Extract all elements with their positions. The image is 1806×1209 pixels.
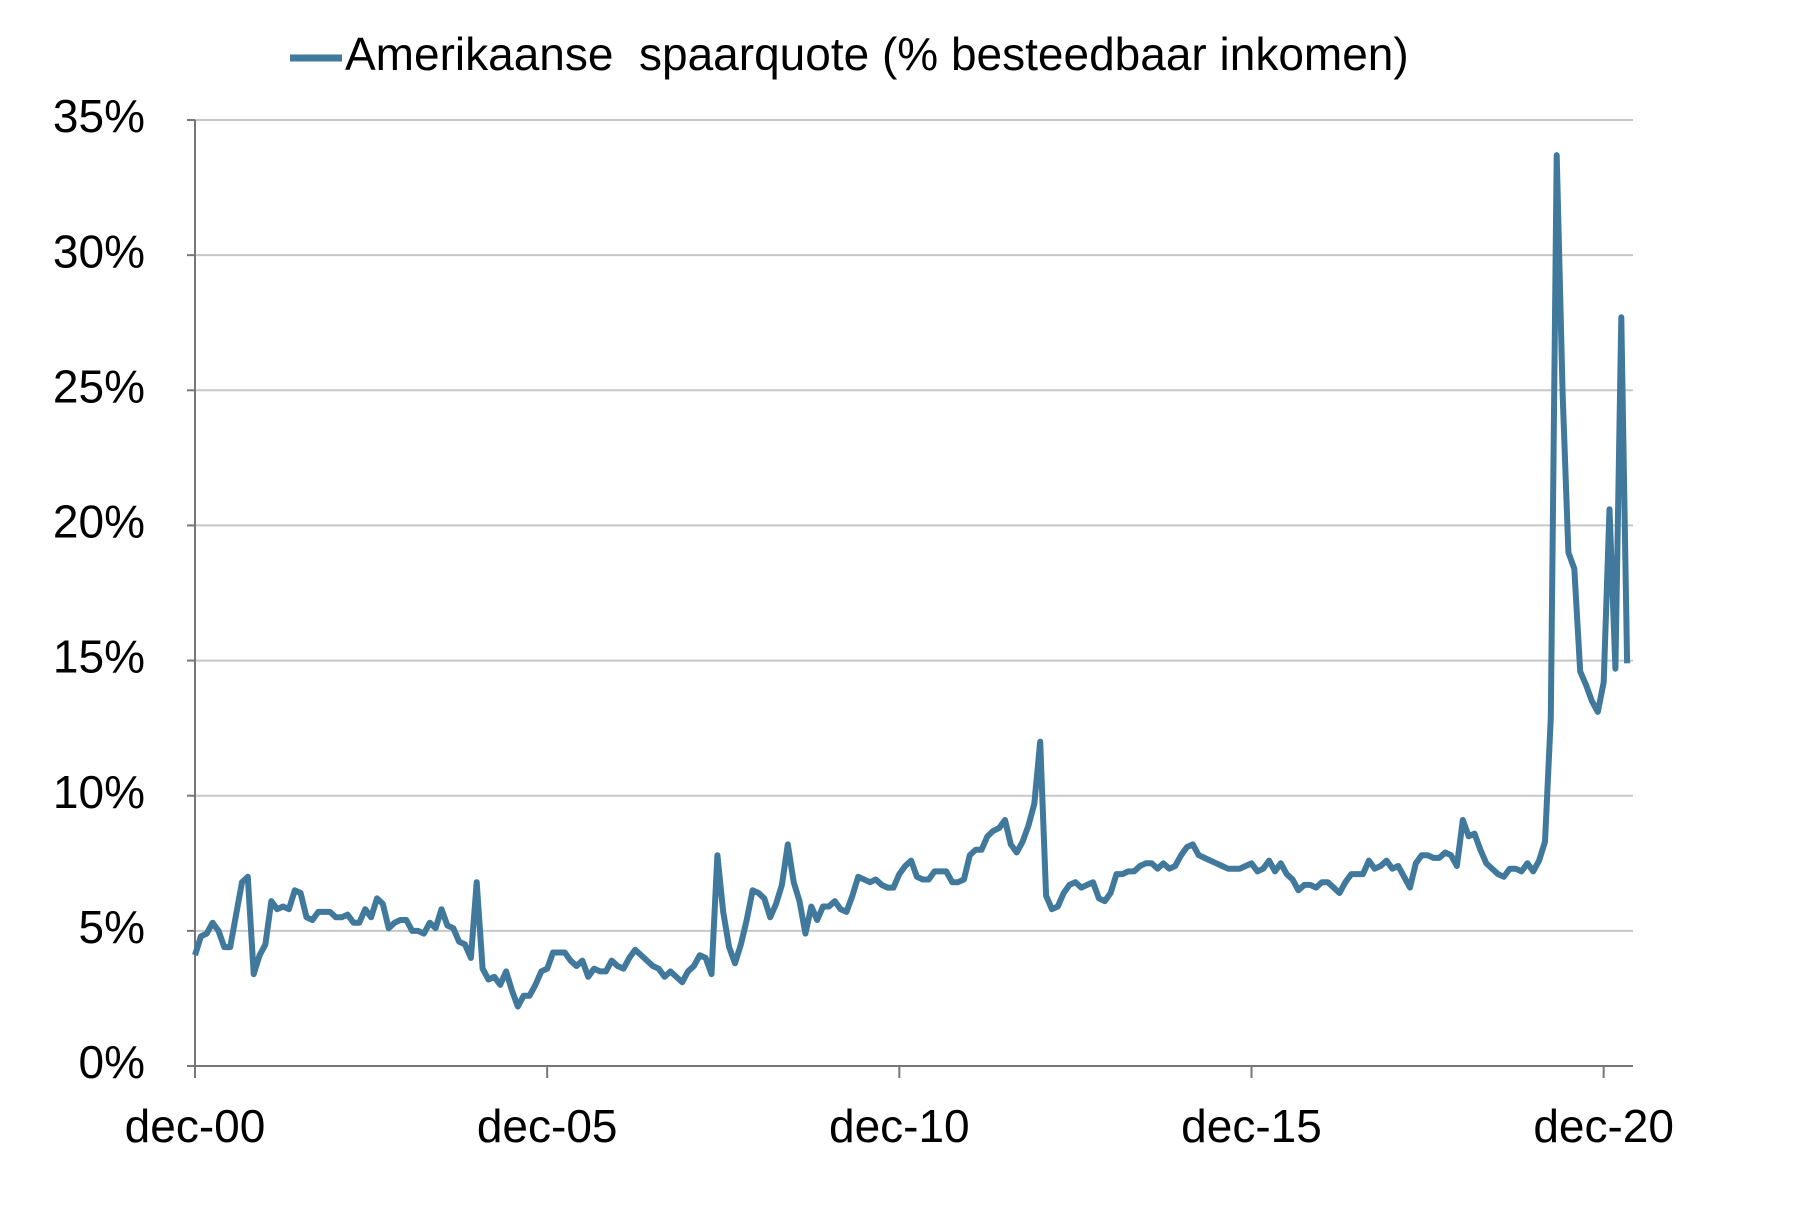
y-tick-label: 10% xyxy=(53,766,145,818)
y-tick-label: 25% xyxy=(53,360,145,412)
data-line xyxy=(192,152,1631,1010)
x-tick-label: dec-15 xyxy=(1181,1100,1322,1152)
x-tick-label: dec-20 xyxy=(1533,1100,1674,1152)
y-tick-label: 35% xyxy=(53,90,145,142)
y-tick-label: 30% xyxy=(53,225,145,277)
x-tick-label: dec-10 xyxy=(829,1100,970,1152)
x-tick-label: dec-00 xyxy=(125,1100,266,1152)
y-tick-label: 20% xyxy=(53,496,145,548)
y-tick-label: 0% xyxy=(79,1036,145,1088)
y-tick-label: 5% xyxy=(79,901,145,953)
y-tick-label: 15% xyxy=(53,631,145,683)
x-tick-label: dec-05 xyxy=(477,1100,618,1152)
legend-label: Amerikaanse spaarquote (% besteedbaar in… xyxy=(345,28,1409,80)
